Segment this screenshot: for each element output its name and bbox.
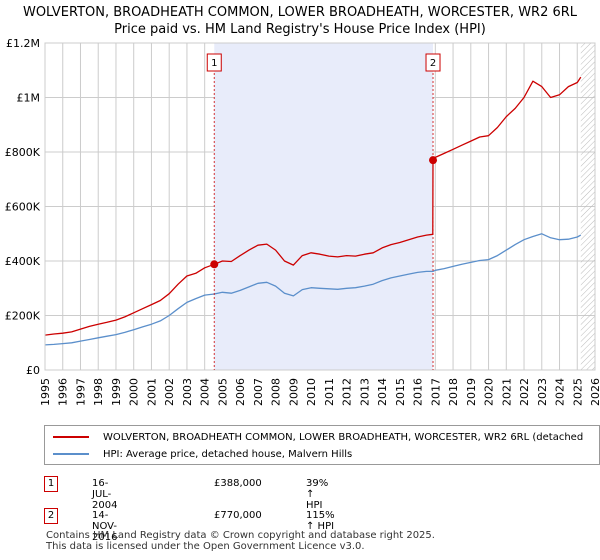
property-swatch [53, 436, 89, 438]
series-layer [44, 76, 582, 346]
tick-labels: £0 £200K £400K £600K £800K £1M £1.2M 1995 1996 19… [5, 37, 600, 406]
x-tick-label: 1999 [110, 378, 123, 406]
x-tick-label: 2017 [429, 378, 442, 406]
y-tick-label: £800K [5, 146, 41, 159]
sale-hpi-change: 115% ↑ HPI [306, 510, 335, 532]
legend-property-label: WOLVERTON, BROADHEATH COMMON, LOWER BROA… [103, 431, 584, 443]
y-tick-label: £1.2M [6, 37, 40, 50]
sale-label: 2 [430, 58, 436, 69]
footer-copyright: Contains HM Land Registry data © Crown c… [46, 530, 435, 541]
x-tick-label: 2003 [181, 378, 194, 406]
chart-title: WOLVERTON, BROADHEATH COMMON, LOWER BROA… [0, 4, 600, 38]
x-tick-label: 2009 [287, 378, 300, 406]
x-tick-label: 1997 [74, 378, 87, 406]
forecast-hatch [580, 43, 595, 370]
sale-label-box [425, 53, 441, 72]
axes [44, 42, 596, 371]
x-tick-label: 2014 [376, 378, 389, 406]
y-tick-label: £400K [5, 255, 41, 268]
sale-price: £388,000 [214, 478, 262, 489]
sale-label: 1 [211, 58, 217, 69]
x-tick-label: 2005 [216, 378, 229, 406]
x-tick-label: 2007 [252, 378, 265, 406]
plot-border [44, 42, 596, 371]
legend: WOLVERTON, BROADHEATH COMMON, LOWER BROA… [44, 425, 600, 465]
x-tick-label: 2004 [199, 378, 212, 406]
x-tick-label: 2020 [483, 378, 496, 406]
x-tick-label: 2008 [270, 378, 283, 406]
x-tick-label: 1996 [57, 378, 70, 406]
x-tick-label: 2024 [554, 378, 567, 406]
x-tick-label: 2021 [500, 378, 513, 406]
y-tick-label: £1M [17, 92, 41, 105]
x-tick-label: 2012 [341, 378, 354, 406]
sale-point [429, 156, 438, 165]
sale-hpi-change: 39% ↑ HPI [306, 478, 329, 511]
x-tick-label: 2026 [589, 378, 600, 406]
legend-item-hpi: HPI: Average price, detached house, Malv… [53, 446, 352, 462]
y-tick-label: £200K [5, 310, 41, 323]
shaded-region [214, 43, 595, 370]
ownership-period-shade [214, 43, 434, 370]
title-line-1: WOLVERTON, BROADHEATH COMMON, LOWER BROA… [22, 5, 578, 20]
x-tick-label: 2001 [145, 378, 158, 406]
hpi-line [44, 233, 582, 346]
sale-price: £770,000 [214, 510, 262, 521]
x-tick-label: 2025 [571, 378, 584, 406]
legend-item-property: WOLVERTON, BROADHEATH COMMON, LOWER BROA… [53, 429, 583, 445]
x-tick-label: 2022 [518, 378, 531, 406]
sale-number-badge: 2 [44, 508, 58, 524]
sale-label-box [206, 53, 222, 72]
footer: Contains HM Land Registry data © Crown c… [46, 530, 435, 552]
x-tick-label: 2010 [305, 378, 318, 406]
x-tick-label: 2000 [128, 378, 141, 406]
sale-date: 16-JUL-2004 [92, 478, 118, 511]
y-tick-label: £0 [26, 364, 40, 377]
title-line-2: Price paid vs. HM Land Registry's House … [114, 22, 486, 37]
x-tick-label: 1998 [92, 378, 105, 406]
x-tick-label: 2016 [412, 378, 425, 406]
x-tick-label: 2019 [465, 378, 478, 406]
property-price-line [44, 76, 582, 336]
sale-point [210, 260, 219, 269]
x-tick-label: 2023 [536, 378, 549, 406]
x-tick-label: 2011 [323, 378, 336, 406]
hpi-swatch [53, 453, 89, 455]
chart-area: £0 £200K £400K £600K £800K £1M £1.2M 1995 1996 19… [5, 37, 600, 406]
x-tick-label: 2013 [358, 378, 371, 406]
legend-hpi-label: HPI: Average price, detached house, Malv… [103, 448, 353, 460]
x-tick-label: 2015 [394, 378, 407, 406]
x-tick-label: 2002 [163, 378, 176, 406]
x-tick-label: 2006 [234, 378, 247, 406]
y-tick-label: £600K [5, 201, 41, 214]
sale-number-badge: 1 [44, 476, 58, 492]
x-tick-label: 1995 [39, 378, 52, 406]
footer-licence: This data is licensed under the Open Gov… [46, 541, 365, 552]
sale-date: 14-NOV-2016 [92, 510, 118, 543]
x-tick-label: 2018 [447, 378, 460, 406]
